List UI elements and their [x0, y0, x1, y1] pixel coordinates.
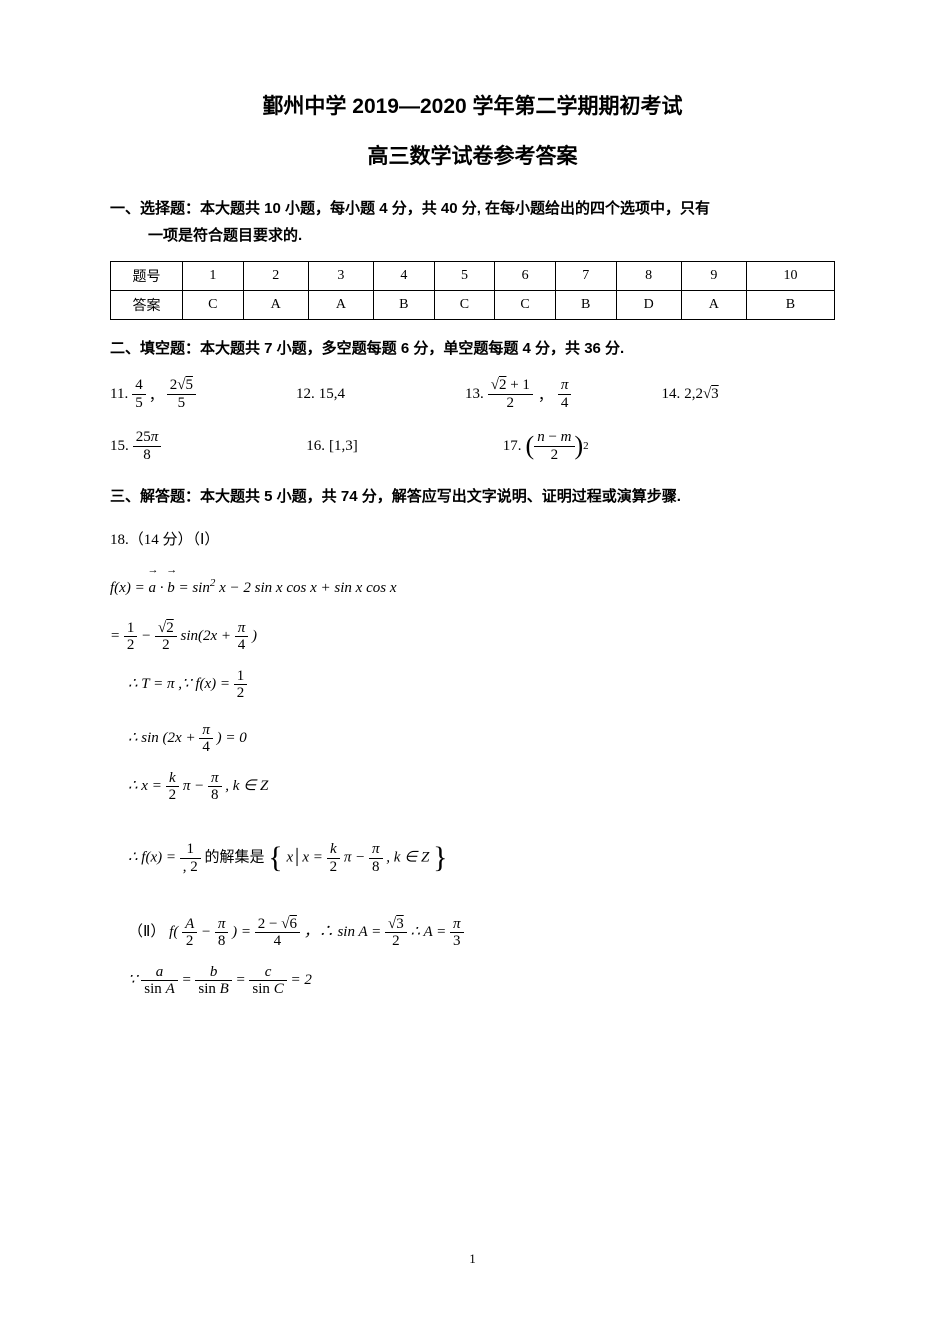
q13-num: 13.: [465, 386, 484, 403]
th-3: 3: [308, 262, 373, 291]
section1-line1: 一、选择题：本大题共 10 小题，每小题 4 分，共 40 分, 在每小题给出的…: [110, 195, 835, 222]
row-label-2: 答案: [111, 291, 183, 320]
ans-4: B: [374, 291, 435, 320]
ans-5: C: [434, 291, 495, 320]
th-1: 1: [183, 262, 244, 291]
th-5: 5: [434, 262, 495, 291]
q11: 11. 45 ， 2√55: [110, 377, 196, 411]
q11-frac2: 2√55: [167, 377, 196, 411]
q18-line6: ∴ f(x) = 1, 2 的解集是 { x│x = k2 π − π8 , k…: [110, 822, 835, 894]
ans-3: A: [308, 291, 373, 320]
q14-num: 14.: [661, 386, 680, 403]
q18-line4: ∴ sin (2x + π4 ) = 0: [110, 720, 835, 756]
q16-ans: [1,3]: [329, 438, 358, 455]
title-sub: 高三数学试卷参考答案: [110, 140, 835, 170]
fill-row-1: 11. 45 ， 2√55 12. 15,4 13. √2 + 12 ， π4 …: [110, 377, 835, 411]
th-6: 6: [495, 262, 556, 291]
page-number: 1: [469, 1251, 476, 1267]
ans-2: A: [243, 291, 308, 320]
solution-18: 18.（14 分）（Ⅰ） f(x) = a · b = sin2 x − 2 s…: [110, 522, 835, 998]
q12: 12. 15,4: [296, 377, 345, 411]
row-label-1: 题号: [111, 262, 183, 291]
ans-1: C: [183, 291, 244, 320]
q13: 13. √2 + 12 ， π4: [465, 377, 571, 411]
q14: 14. 2,2√3: [661, 377, 718, 411]
section3-header: 三、解答题：本大题共 5 小题，共 74 分，解答应写出文字说明、证明过程或演算…: [110, 483, 835, 510]
section1-line2: 一项是符合题目要求的.: [110, 222, 835, 249]
table-row-numbers: 题号 1 2 3 4 5 6 7 8 9 10: [111, 262, 835, 291]
answer-table: 题号 1 2 3 4 5 6 7 8 9 10 答案 C A A B C C B…: [110, 261, 835, 320]
th-4: 4: [374, 262, 435, 291]
q15-frac: 25π8: [133, 429, 162, 463]
q18-line7: （Ⅱ） f( A2 − π8 ) = 2 − √64 ，∴ sin A = √3…: [110, 914, 835, 950]
th-7: 7: [555, 262, 616, 291]
th-2: 2: [243, 262, 308, 291]
q15-num: 15.: [110, 438, 129, 455]
q12-num: 12.: [296, 386, 315, 403]
fill-blanks: 11. 45 ， 2√55 12. 15,4 13. √2 + 12 ， π4 …: [110, 377, 835, 463]
th-10: 10: [746, 262, 834, 291]
ans-6: C: [495, 291, 556, 320]
th-8: 8: [616, 262, 681, 291]
q18-line5: ∴ x = k2 π − π8 , k ∈ Z: [110, 768, 835, 804]
title-main: 鄞州中学 2019—2020 学年第二学期期初考试: [110, 90, 835, 120]
q17-frac: n − m2: [534, 429, 574, 463]
q18-line8: ∵ asin A = bsin B = csin C = 2: [110, 962, 835, 998]
q13-frac1: √2 + 12: [488, 377, 533, 411]
section1-header: 一、选择题：本大题共 10 小题，每小题 4 分，共 40 分, 在每小题给出的…: [110, 195, 835, 249]
q14-ans: 2,2√3: [684, 386, 718, 403]
q17: 17. ( n − m2 )2: [503, 429, 589, 463]
q18-header: 18.（14 分）（Ⅰ）: [110, 522, 835, 558]
q17-num: 17.: [503, 438, 522, 455]
q13-frac2: π4: [558, 377, 572, 411]
fill-row-2: 15. 25π8 16. [1,3] 17. ( n − m2 )2: [110, 429, 835, 463]
section2-header: 二、填空题：本大题共 7 小题，多空题每题 6 分，单空题每题 4 分，共 36…: [110, 335, 835, 362]
q16-num: 16.: [306, 438, 325, 455]
q17-rparen: ): [575, 431, 584, 461]
table-row-answers: 答案 C A A B C C B D A B: [111, 291, 835, 320]
q12-ans: 15,4: [319, 386, 345, 403]
ans-10: B: [746, 291, 834, 320]
ans-7: B: [555, 291, 616, 320]
q18-line3: ∴ T = π ,∵ f(x) = 12: [110, 666, 835, 702]
q18-line1: f(x) = a · b = sin2 x − 2 sin x cos x + …: [110, 570, 835, 606]
q15: 15. 25π8: [110, 429, 161, 463]
ans-8: D: [616, 291, 681, 320]
ans-9: A: [681, 291, 746, 320]
q18-line2: = 12 − √22 sin(2x + π4 ): [110, 618, 835, 654]
q17-exp: 2: [583, 440, 589, 452]
q17-lparen: (: [526, 431, 535, 461]
th-9: 9: [681, 262, 746, 291]
q11-num: 11.: [110, 386, 128, 403]
q11-frac1: 45: [132, 377, 146, 411]
q16: 16. [1,3]: [306, 429, 358, 463]
